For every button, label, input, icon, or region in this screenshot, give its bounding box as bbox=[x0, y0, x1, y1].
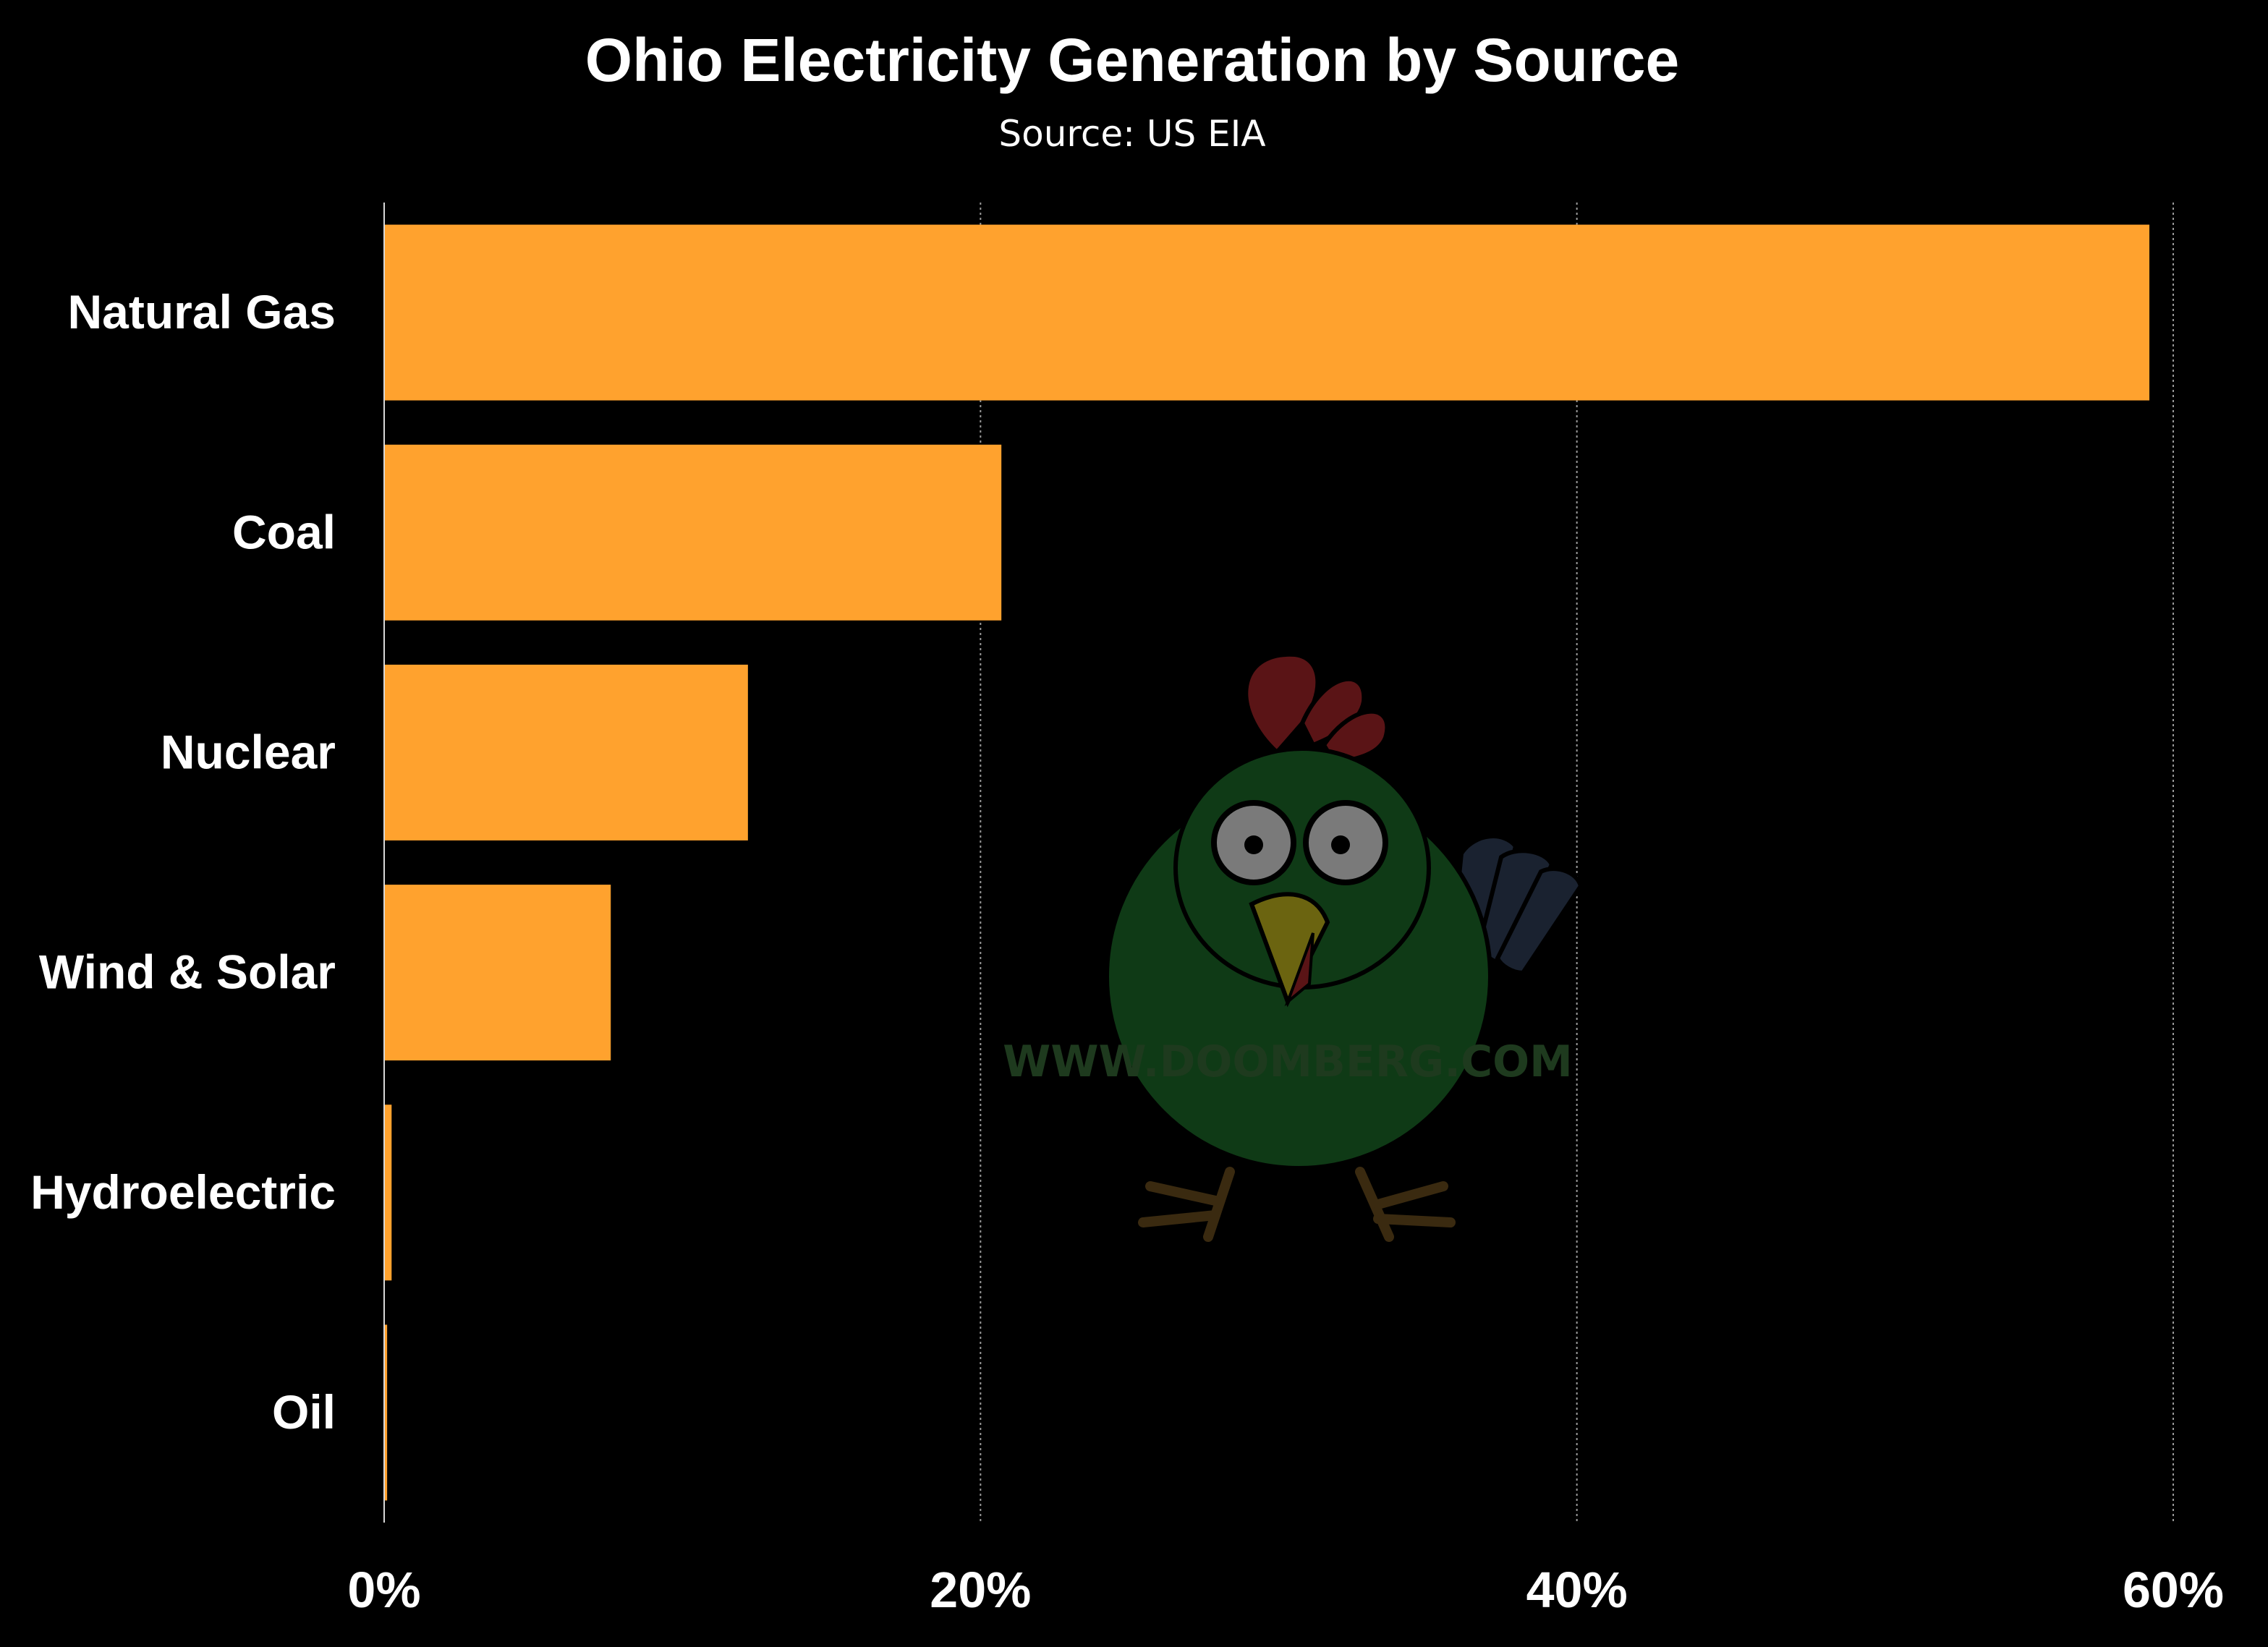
category-label: Wind & Solar bbox=[39, 945, 336, 999]
category-labels: Natural Gas Coal Nuclear Wind & Solar Hydroe… bbox=[30, 285, 336, 1439]
category-label: Natural Gas bbox=[68, 285, 336, 339]
chart-subtitle: Source: US EIA bbox=[998, 113, 1265, 155]
watermark-text: WWW.DOOMBERG.COM bbox=[1003, 1037, 1573, 1087]
bar-nuclear bbox=[384, 664, 748, 840]
bar-coal bbox=[384, 444, 1002, 621]
x-tick-labels: 0% 20% 40% 60% bbox=[347, 1562, 2224, 1618]
x-tick-label: 40% bbox=[1526, 1562, 1628, 1618]
bars bbox=[384, 224, 2150, 1501]
chicken-mascot-icon bbox=[1105, 652, 1584, 1242]
bar-wind-solar bbox=[384, 885, 611, 1061]
bar-natural-gas bbox=[384, 224, 2150, 401]
category-label: Nuclear bbox=[161, 725, 336, 778]
watermark: WWW.DOOMBERG.COM bbox=[1003, 652, 1584, 1242]
x-tick-label: 60% bbox=[2123, 1562, 2224, 1618]
bar-hydroelectric bbox=[384, 1105, 392, 1281]
category-label: Hydroelectric bbox=[30, 1165, 336, 1219]
bar-oil bbox=[384, 1324, 388, 1501]
x-tick-label: 20% bbox=[930, 1562, 1031, 1618]
x-tick-label: 0% bbox=[347, 1562, 420, 1618]
category-label: Coal bbox=[232, 505, 336, 558]
chart-title: Ohio Electricity Generation by Source bbox=[585, 26, 1679, 94]
gridlines bbox=[980, 203, 2174, 1523]
category-label: Oil bbox=[272, 1385, 336, 1439]
